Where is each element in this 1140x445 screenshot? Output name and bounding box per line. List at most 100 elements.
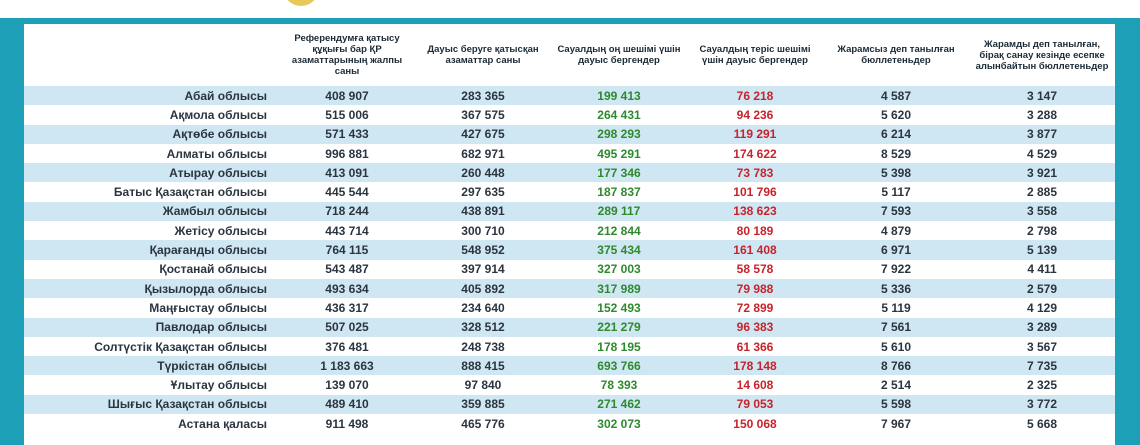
yes-count: 495 291 xyxy=(597,146,641,161)
invalid-count: 7 922 xyxy=(880,262,912,277)
yes-count: 298 293 xyxy=(597,127,641,142)
invalid-count: 5 119 xyxy=(881,300,911,315)
yes-count: 693 766 xyxy=(597,358,641,373)
invalid-count: 2 514 xyxy=(880,378,912,393)
region-name: Павлодар облысы xyxy=(155,320,267,335)
region-name: Атырау облысы xyxy=(169,165,267,180)
no-count: 138 623 xyxy=(733,204,777,219)
eligible-count: 443 714 xyxy=(325,223,369,238)
no-count: 61 366 xyxy=(736,339,774,354)
voted-count: 283 365 xyxy=(461,88,505,103)
voted-count: 427 675 xyxy=(461,127,505,142)
uncounted-count: 3 921 xyxy=(1026,165,1058,180)
invalid-count: 7 561 xyxy=(880,320,912,335)
table-row: Астана қаласы 911 498 465 776 302 073 150 06… xyxy=(24,414,1115,434)
no-count: 73 783 xyxy=(736,165,774,180)
region-name: Қызылорда облысы xyxy=(144,281,267,296)
uncounted-count: 4 129 xyxy=(1026,300,1058,315)
no-count: 79 053 xyxy=(736,397,774,412)
no-count: 80 189 xyxy=(736,223,774,238)
header-yes: Сауалдың оң шешімі үшін дауыс бергендер xyxy=(557,44,681,66)
header-voted: Дауыс беруге қатысқан азаматтар саны xyxy=(427,44,539,66)
uncounted-count: 5 139 xyxy=(1026,243,1058,258)
voted-count: 367 575 xyxy=(461,107,505,122)
table-row: Павлодар облысы 507 025 328 512 221 279 96 3… xyxy=(24,317,1115,337)
voted-count: 248 738 xyxy=(461,339,505,354)
region-name: Қостанай облысы xyxy=(159,262,267,277)
eligible-count: 718 244 xyxy=(325,204,369,219)
voted-count: 260 448 xyxy=(461,165,505,180)
invalid-count: 8 529 xyxy=(880,146,912,161)
no-count: 14 608 xyxy=(736,378,774,393)
region-name: Жетісу облысы xyxy=(174,223,268,238)
eligible-count: 543 487 xyxy=(325,262,369,277)
invalid-count: 5 620 xyxy=(880,107,912,122)
uncounted-count: 4 529 xyxy=(1026,146,1058,161)
eligible-count: 445 544 xyxy=(325,185,369,200)
voted-count: 97 840 xyxy=(464,378,502,393)
table-row: Ақмола облысы 515 006 367 575 264 431 94 236… xyxy=(24,105,1115,125)
region-name: Астана қаласы xyxy=(178,416,267,431)
invalid-count: 4 879 xyxy=(880,223,912,238)
no-count: 94 236 xyxy=(736,107,774,122)
eligible-count: 493 634 xyxy=(325,281,369,296)
invalid-count: 5 398 xyxy=(880,165,912,180)
uncounted-count: 3 877 xyxy=(1026,127,1058,142)
yes-count: 264 431 xyxy=(597,107,641,122)
region-name: Солтүстік Қазақстан облысы xyxy=(94,339,267,354)
table-row: Жамбыл облысы 718 244 438 891 289 117 138 62… xyxy=(24,201,1115,222)
no-count: 101 796 xyxy=(733,185,777,200)
uncounted-count: 2 885 xyxy=(1026,185,1058,200)
eligible-count: 507 025 xyxy=(325,320,369,335)
eligible-count: 1 183 663 xyxy=(320,358,374,373)
yes-count: 178 195 xyxy=(597,339,641,354)
eligible-count: 436 317 xyxy=(325,300,369,315)
invalid-count: 8 766 xyxy=(880,358,912,373)
uncounted-count: 5 668 xyxy=(1026,416,1058,431)
table-row: Түркістан облысы 1 183 663 888 415 693 766 1… xyxy=(24,356,1115,376)
no-count: 161 408 xyxy=(733,243,777,258)
no-count: 72 899 xyxy=(736,300,774,315)
no-count: 96 383 xyxy=(736,320,774,335)
uncounted-count: 3 567 xyxy=(1026,339,1058,354)
no-count: 58 578 xyxy=(736,262,774,277)
voted-count: 359 885 xyxy=(461,397,505,412)
voted-count: 328 512 xyxy=(461,320,505,335)
voted-count: 438 891 xyxy=(461,204,505,219)
voted-count: 300 710 xyxy=(461,223,505,238)
header-invalid: Жарамсыз деп танылған бюллетеньдер xyxy=(837,44,955,66)
yes-count: 317 989 xyxy=(597,281,641,296)
eligible-count: 408 907 xyxy=(325,88,369,103)
eligible-count: 911 498 xyxy=(325,416,369,431)
eligible-count: 515 006 xyxy=(325,107,369,122)
uncounted-count: 3 772 xyxy=(1026,397,1058,412)
region-name: Қарағанды облысы xyxy=(149,243,267,258)
region-name: Ұлытау облысы xyxy=(170,378,267,393)
voted-count: 234 640 xyxy=(461,300,505,315)
yes-count: 327 003 xyxy=(597,262,641,277)
top-banner xyxy=(0,0,1140,18)
uncounted-count: 4 411 xyxy=(1027,262,1057,277)
uncounted-count: 3 558 xyxy=(1026,204,1058,219)
eligible-count: 996 881 xyxy=(325,146,369,161)
uncounted-count: 7 735 xyxy=(1026,358,1058,373)
table-row: Қостанай облысы 543 487 397 914 327 003 58 5… xyxy=(24,259,1115,279)
region-name: Ақмола облысы xyxy=(169,107,267,122)
table-row: Батыс Қазақстан облысы 445 544 297 635 187 … xyxy=(24,182,1115,202)
yes-count: 152 493 xyxy=(597,300,641,315)
table-row: Атырау облысы 413 091 260 448 177 346 73 783… xyxy=(24,163,1115,183)
yes-count: 177 346 xyxy=(597,165,641,180)
yes-count: 199 413 xyxy=(597,88,641,103)
eligible-count: 571 433 xyxy=(325,127,369,142)
no-count: 79 988 xyxy=(736,281,774,296)
table-row: Шығыс Қазақстан облысы 489 410 359 885 271 … xyxy=(24,394,1115,415)
uncounted-count: 3 147 xyxy=(1026,88,1058,103)
table-row: Жетісу облысы 443 714 300 710 212 844 80 189… xyxy=(24,221,1115,241)
yes-count: 271 462 xyxy=(597,397,641,412)
table-row: Ақтөбе облысы 571 433 427 675 298 293 119 29… xyxy=(24,124,1115,144)
table-header: Референдумға қатысу құқығы бар ҚР азамат… xyxy=(24,24,1115,86)
region-name: Ақтөбе облысы xyxy=(172,127,267,142)
emblem-icon xyxy=(283,0,319,6)
voted-count: 465 776 xyxy=(461,416,505,431)
yes-count: 375 434 xyxy=(597,243,641,258)
